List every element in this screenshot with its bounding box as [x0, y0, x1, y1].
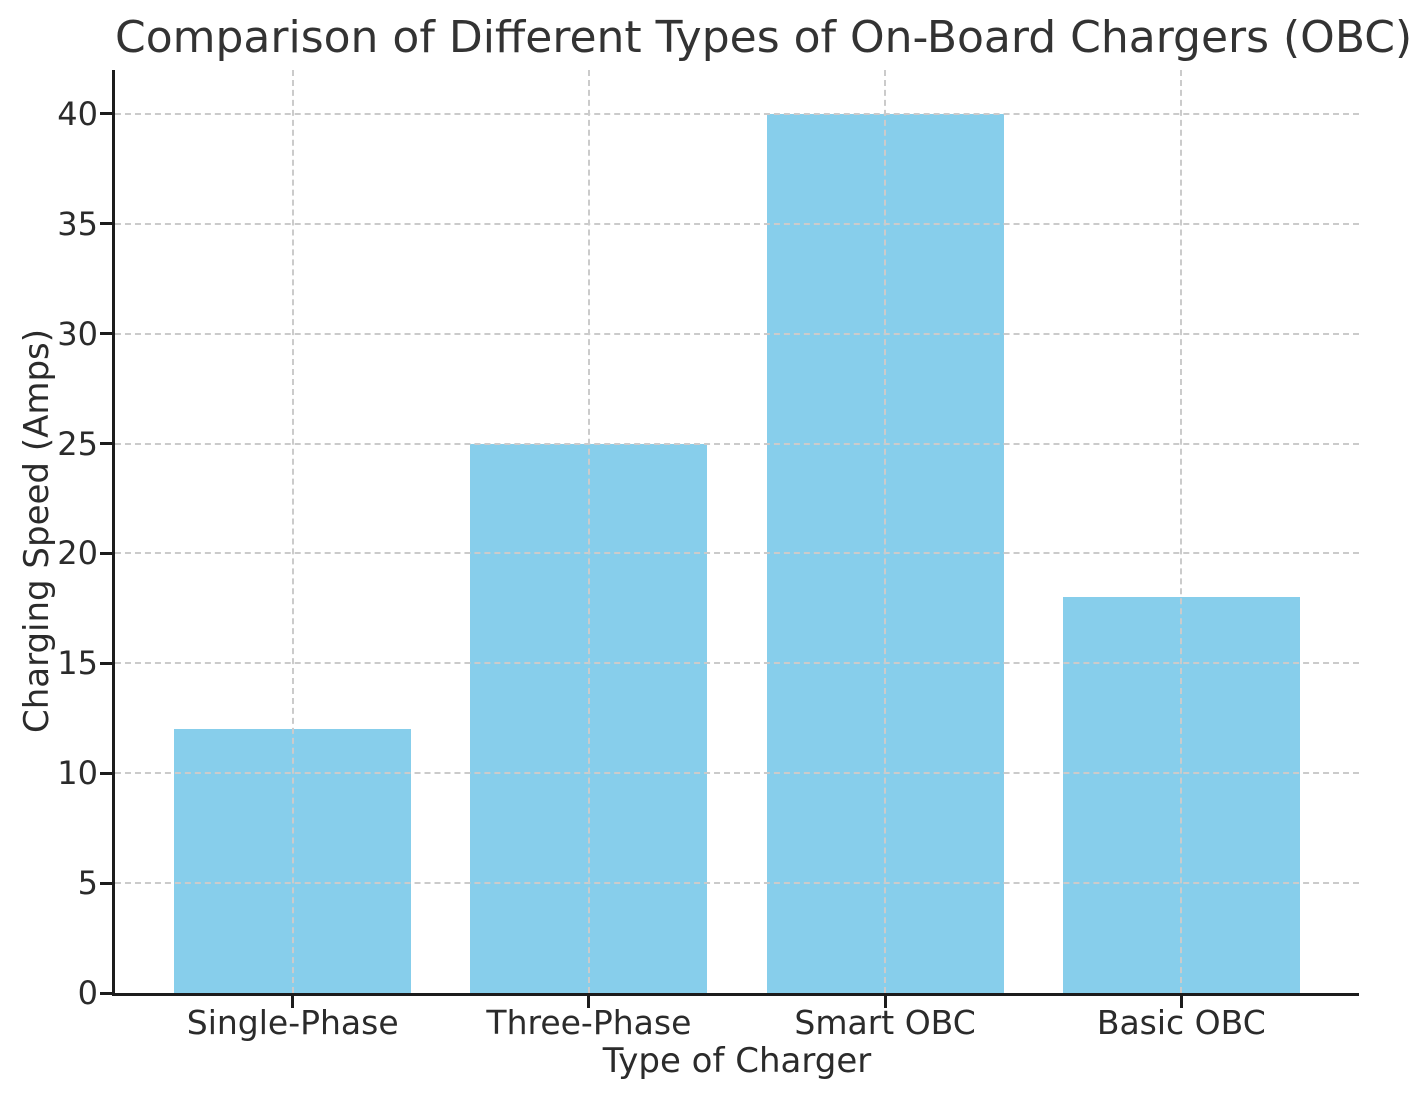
gridline-y-40	[115, 112, 1359, 115]
y-tick-label-15: 15	[57, 644, 98, 683]
y-tick-label-10: 10	[57, 754, 98, 793]
y-tick-label-20: 20	[57, 534, 98, 573]
x-tick-label-2: Smart OBC	[794, 1003, 976, 1042]
plot-area: 0 5 10 15 20 25 30 35 40 Single-Phase Three-Phase S…	[57, 70, 1359, 1042]
x-tick-label-0: Single-Phase	[186, 1003, 399, 1042]
gridline-y-20	[115, 552, 1359, 555]
x-tick-1	[587, 996, 591, 1008]
y-tick-5	[100, 881, 112, 885]
x-tick-label-1: Three-Phase	[486, 1003, 692, 1042]
y-tick-label-35: 35	[57, 204, 98, 243]
x-tick-2	[883, 996, 887, 1008]
gridline-y-5	[115, 882, 1359, 885]
gridline-y-25	[115, 442, 1359, 445]
chart-title: Comparison of Different Types of On-Boar…	[115, 12, 1412, 63]
gridline-y-35	[115, 222, 1359, 225]
gridline-y-30	[115, 332, 1359, 335]
gridline-y-15	[115, 662, 1359, 665]
x-tick-label-3: Basic OBC	[1096, 1003, 1266, 1042]
x-tick-3	[1179, 996, 1183, 1008]
x-tick-0	[291, 996, 295, 1008]
gridline-x-1	[587, 70, 590, 993]
y-tick-30	[100, 332, 112, 336]
y-tick-label-0: 0	[77, 974, 98, 1012]
x-axis-spine	[112, 993, 1359, 996]
gridline-y-10	[115, 772, 1359, 775]
x-axis-label: Type of Charger	[602, 1041, 872, 1081]
y-tick-label-30: 30	[57, 314, 98, 353]
y-axis-spine	[112, 70, 115, 996]
y-tick-10	[100, 771, 112, 775]
y-tick-20	[100, 551, 112, 555]
gridline-x-2	[884, 70, 887, 993]
gridline-x-0	[291, 70, 294, 993]
y-tick-0	[100, 991, 112, 995]
y-tick-label-25: 25	[57, 424, 98, 463]
y-tick-40	[100, 112, 112, 116]
gridline-x-3	[1180, 70, 1183, 993]
y-tick-label-40: 40	[57, 94, 98, 133]
y-tick-15	[100, 661, 112, 665]
y-tick-label-5: 5	[77, 864, 98, 903]
y-tick-25	[100, 442, 112, 446]
y-tick-35	[100, 222, 112, 226]
